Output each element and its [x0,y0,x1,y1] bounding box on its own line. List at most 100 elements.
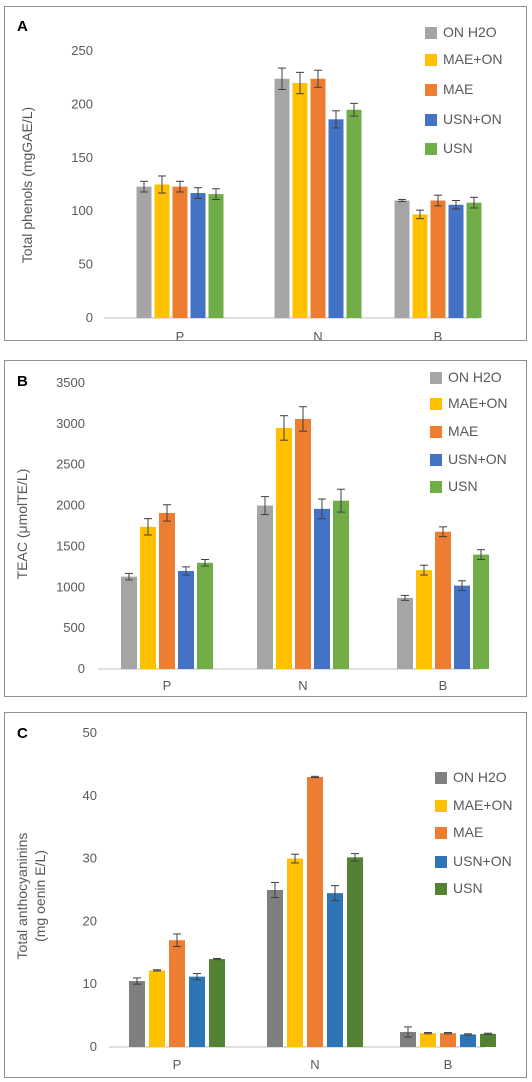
bar [274,78,290,318]
bar [448,204,464,318]
bar [314,508,330,669]
y-tick-label: 40 [83,788,97,803]
bar [420,1033,436,1047]
legend-label: MAE+ON [443,51,503,67]
bar [267,890,283,1047]
y-tick-label: 3500 [56,375,85,390]
bar [454,585,470,669]
legend-swatch [435,856,447,868]
legend-swatch [430,481,442,493]
bar [473,554,489,669]
chart-panel-a: A 0 50 100 150 200 250 Total phenols (mgGAE/L) P… [4,6,527,341]
y-axis-label: TEAC (μmolTE/L) [14,469,30,580]
legend-label: USN+ON [453,853,512,869]
bar [400,1031,416,1047]
bar [190,193,206,318]
bar [189,976,205,1047]
legend-swatch [425,114,437,126]
legend-swatch [435,883,447,895]
bar [460,1034,476,1047]
bar [172,186,188,318]
legend-label: USN+ON [443,111,502,127]
bar [295,418,311,669]
bar [276,427,292,669]
bar [129,981,145,1047]
y-tick-label: 150 [71,150,93,165]
y-tick-label: 200 [71,96,93,111]
legend-label: USN [448,478,478,494]
bar [346,109,362,319]
y-tick-label: 1000 [56,579,85,594]
bar [209,959,225,1047]
legend-label: MAE+ON [448,395,508,411]
legend-label: MAE [448,423,478,439]
chart-svg-0: A 0 50 100 150 200 250 Total phenols (mgGAE/L) P… [17,18,503,340]
bar [435,531,451,669]
y-tick-label: 0 [90,1039,97,1054]
bar [430,200,446,318]
bar [169,940,185,1047]
bar [178,570,194,669]
x-tick-label: B [444,1057,453,1072]
x-tick-label: N [310,1057,319,1072]
legend-label: USN [443,140,473,156]
legend-swatch [435,827,447,839]
legend-label: MAE+ON [453,797,513,813]
y-tick-label: 50 [83,725,97,740]
bar [394,200,410,318]
chart-panel-b: B 0 500 1000 1500 2000 2500 3000 3500 TEAC (μmolT… [4,360,527,697]
legend-swatch [430,398,442,410]
y-tick-label: 20 [83,913,97,928]
y-tick-label: 500 [63,620,85,635]
bar [154,184,170,318]
bar [440,1033,456,1047]
legend-swatch [435,772,447,784]
bar [257,505,273,669]
bar [140,526,156,669]
legend-swatch [425,84,437,96]
bar [333,500,349,669]
legend-swatch [430,372,442,384]
legend-label: ON H2O [453,769,507,785]
panel-label: B [17,373,28,390]
chart-svg-2: C 0 10 20 30 40 50 Total anthocyaninins (mg oeni… [14,725,513,1072]
legend-swatch [430,426,442,438]
legend-swatch [425,54,437,66]
y-tick-label: 1500 [56,538,85,553]
legend-swatch [425,143,437,155]
y-tick-label: 100 [71,203,93,218]
y-tick-label: 10 [83,976,97,991]
bar [328,119,344,319]
bar [347,857,363,1047]
bar [412,214,428,318]
bar [480,1033,496,1047]
legend-label: ON H2O [448,369,502,385]
bar [292,83,308,318]
legend-label: MAE [453,824,483,840]
legend-label: USN [453,880,483,896]
legend-swatch [425,27,437,39]
bar [310,78,326,318]
x-tick-label: P [173,1057,182,1072]
y-tick-label: 3000 [56,416,85,431]
y-axis-label: Total phenols (mgGAE/L) [19,107,35,263]
bar [416,570,432,669]
y-axis-label: Total anthocyaninins (mg oenin E/L) [14,833,48,960]
x-tick-label: B [439,678,448,693]
x-tick-label: B [434,329,443,340]
bar [397,597,413,669]
panel-label: C [17,725,28,742]
chart-svg-1: B 0 500 1000 1500 2000 2500 3000 3500 TEAC (μmolT… [14,369,508,693]
y-tick-label: 30 [83,851,97,866]
bar [136,186,152,318]
legend-swatch [435,800,447,812]
x-tick-label: P [176,329,185,340]
bar [197,562,213,669]
y-tick-label: 2500 [56,457,85,472]
x-tick-label: N [313,329,322,340]
legend-label: MAE [443,81,473,97]
x-tick-label: N [298,678,307,693]
x-tick-label: P [163,678,172,693]
bar [208,194,224,318]
panel-label: A [17,18,28,35]
